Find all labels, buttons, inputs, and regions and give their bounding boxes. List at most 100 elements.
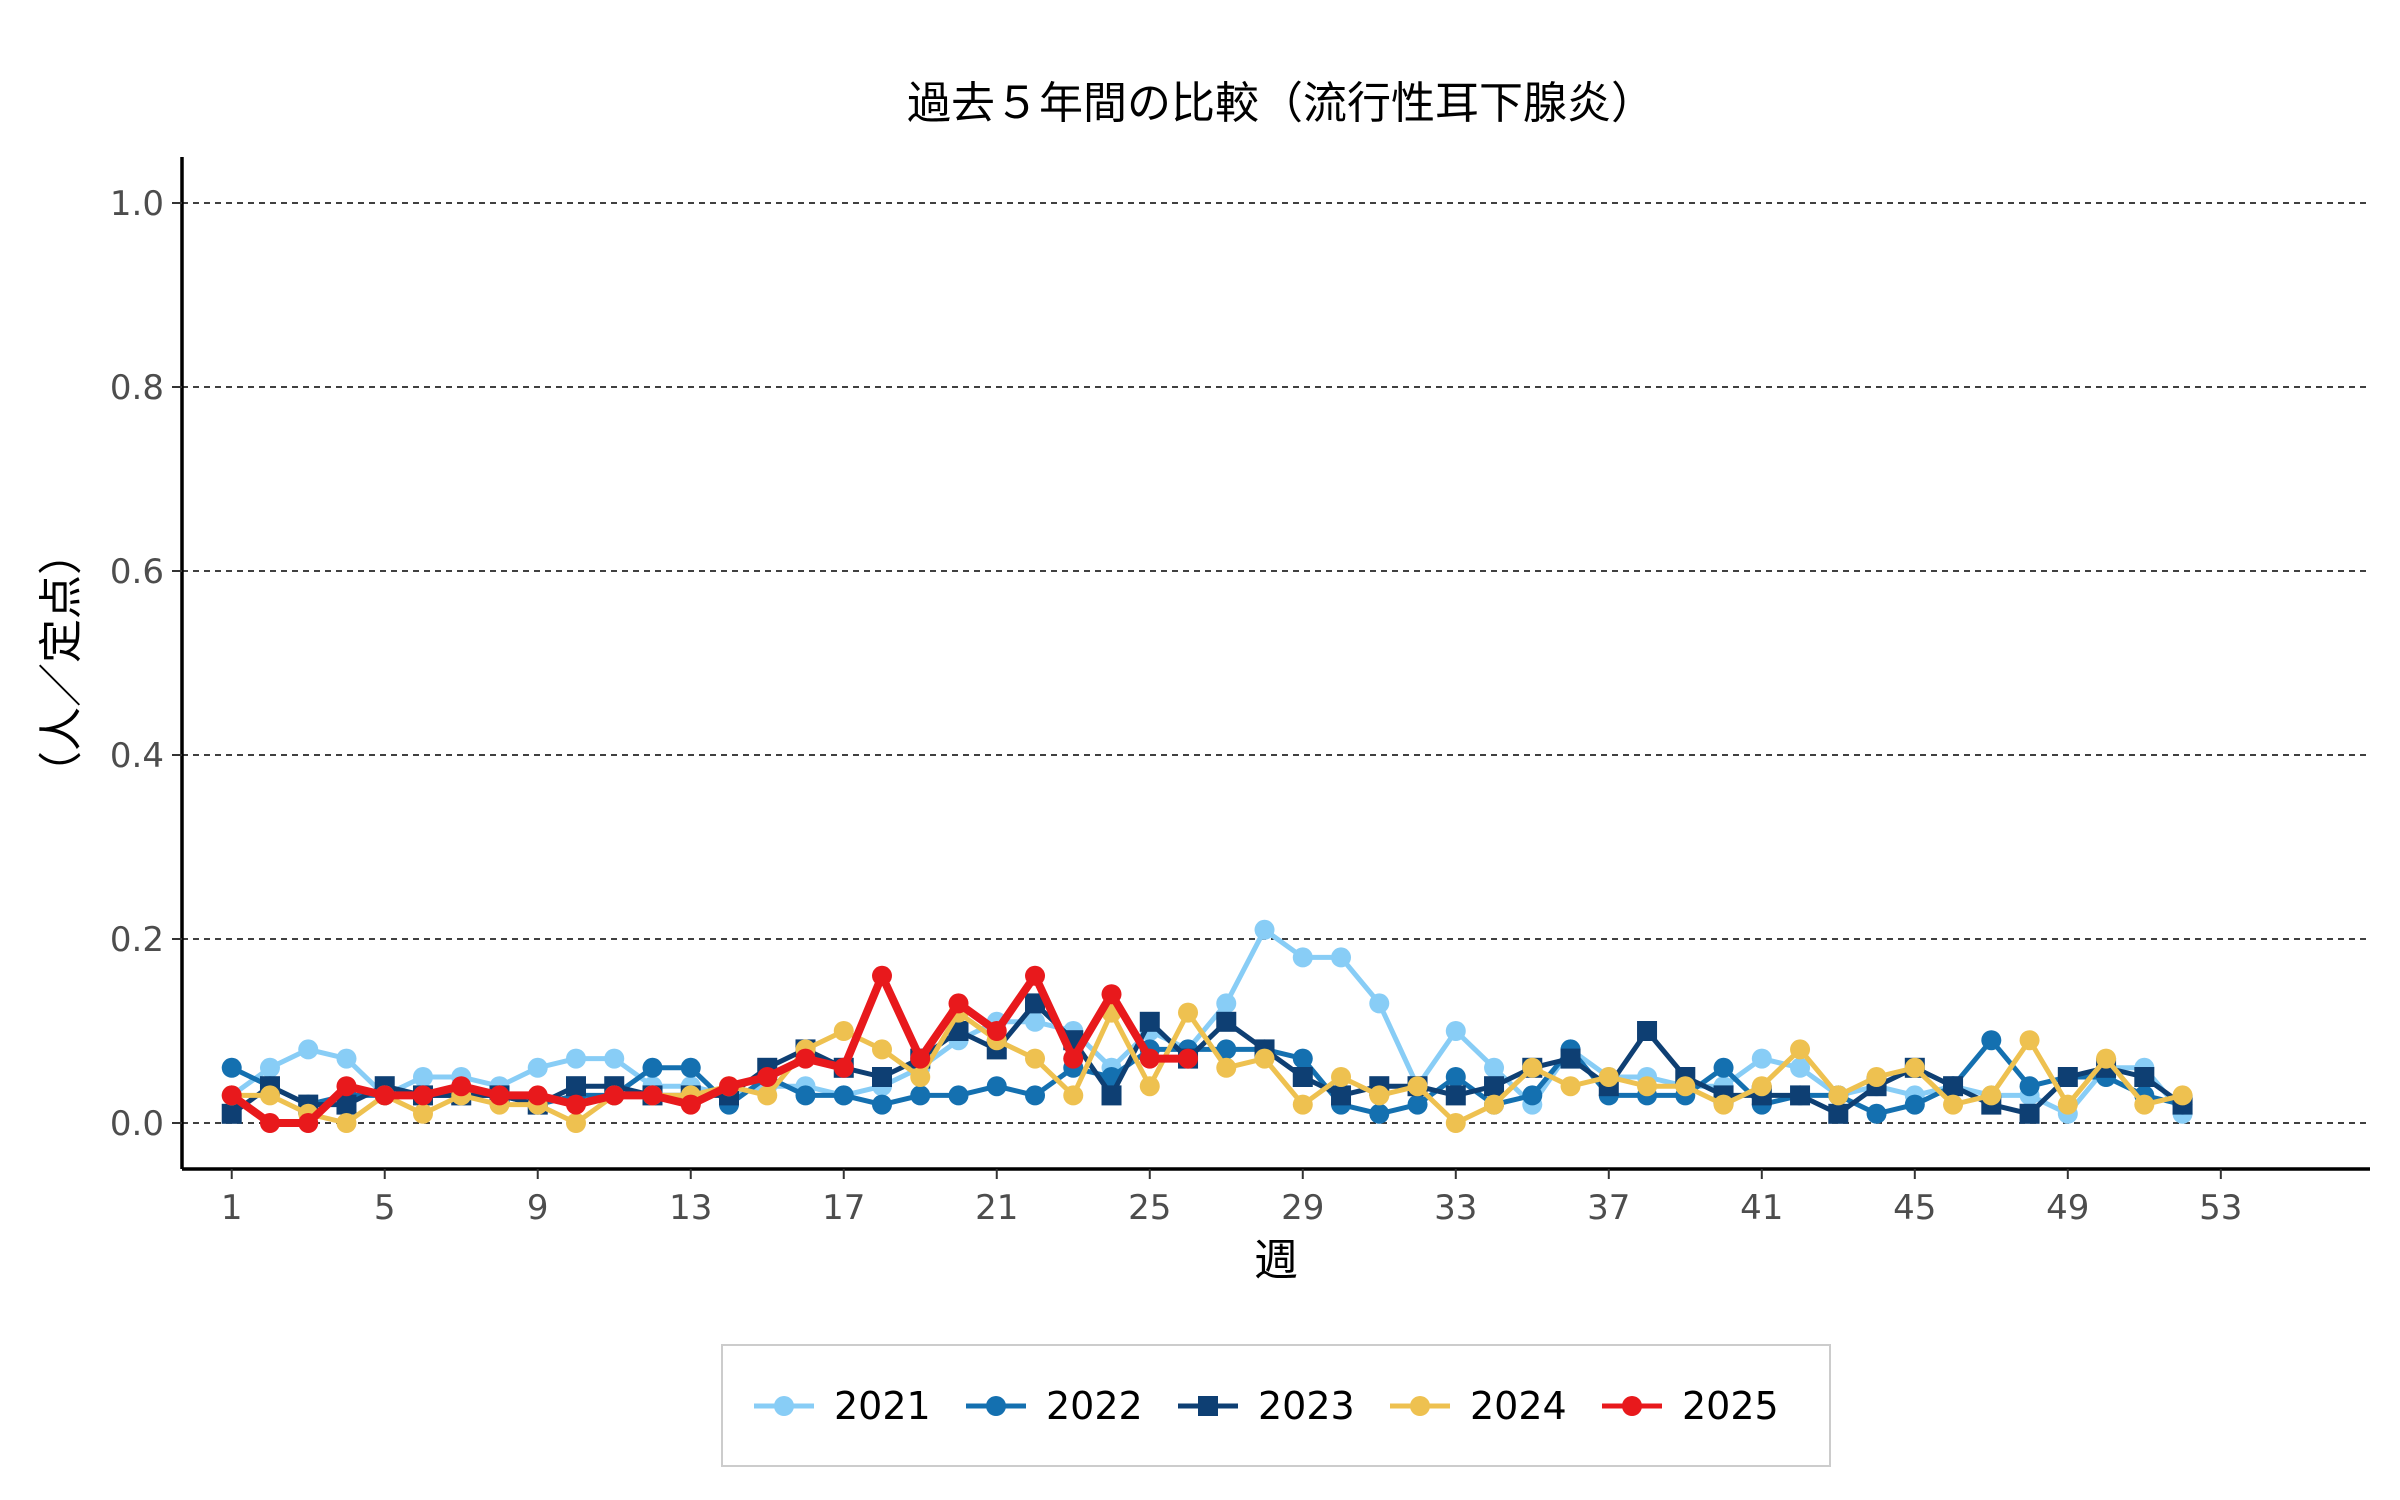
data-point [1369, 1103, 1390, 1124]
data-point [565, 1113, 586, 1133]
data-point [1216, 993, 1237, 1014]
x-tick-label: 49 [2046, 1188, 2089, 1228]
data-point [1254, 919, 1275, 940]
data-point [1178, 1002, 1199, 1023]
data-point [221, 1085, 242, 1106]
data-point [565, 1048, 586, 1069]
data-point [221, 1103, 242, 1124]
data-point [1522, 1057, 1543, 1078]
data-point [1025, 993, 1046, 1014]
data-point [1445, 1067, 1466, 1087]
gridlines [182, 202, 2370, 1124]
data-point [336, 1113, 357, 1133]
legend-label: 2023 [1258, 1384, 1355, 1428]
legend-label: 2025 [1682, 1384, 1779, 1428]
legend-item-2025: 2025 [1602, 1384, 1779, 1428]
series-2024 [221, 1002, 2193, 1133]
data-point [2134, 1067, 2155, 1087]
data-point [1981, 1085, 2002, 1106]
data-point [527, 1057, 548, 1078]
data-point [565, 1076, 586, 1097]
data-point [1598, 1067, 1619, 1087]
data-point [1139, 1048, 1160, 1069]
data-point [872, 1067, 893, 1087]
data-point [1445, 1113, 1466, 1133]
data-point [2057, 1067, 2078, 1087]
legend-label: 2024 [1470, 1384, 1567, 1428]
data-point [795, 1048, 816, 1069]
data-point [1484, 1076, 1505, 1097]
data-point [1713, 1057, 1734, 1078]
x-tick-label: 33 [1434, 1188, 1477, 1228]
data-point [948, 1085, 969, 1106]
data-point [604, 1085, 625, 1106]
data-point [1790, 1085, 1811, 1106]
data-point [565, 1094, 586, 1115]
data-point [2019, 1030, 2040, 1051]
data-point [1484, 1057, 1505, 1078]
data-point [680, 1094, 701, 1115]
data-point [1025, 965, 1046, 986]
legend: 2021 2022 2023 2024 2025 [721, 1344, 1831, 1467]
series [221, 919, 2193, 1133]
x-tick-label: 29 [1281, 1188, 1324, 1228]
y-tick-label: 1.0 [110, 184, 164, 224]
data-point [1943, 1076, 1964, 1097]
x-tick-label: 13 [669, 1188, 712, 1228]
data-point [1943, 1094, 1964, 1115]
data-point [1101, 1085, 1122, 1106]
data-point [2019, 1103, 2040, 1124]
data-point [1063, 1048, 1084, 1069]
chart-title: 過去５年間の比較（流行性耳下腺炎） [907, 78, 1655, 129]
ticks: 0.0 0.2 0.4 0.6 0.8 1.0 1 5 9 13 17 21 25 29 33 37 41 45 4… [110, 184, 2243, 1228]
data-point [1292, 1048, 1313, 1069]
data-point [1407, 1094, 1428, 1115]
data-point [2019, 1076, 2040, 1097]
x-tick-label: 5 [374, 1188, 396, 1228]
axes [180, 157, 2370, 1171]
data-point [374, 1085, 395, 1106]
data-point [527, 1085, 548, 1106]
data-point [451, 1076, 472, 1097]
data-point [1216, 1039, 1237, 1060]
data-point [910, 1085, 931, 1106]
data-point [1445, 1085, 1466, 1106]
data-point [1063, 1085, 1084, 1106]
data-point [642, 1085, 663, 1106]
x-tick-label: 1 [221, 1188, 243, 1228]
legend-item-2021: 2021 [754, 1384, 931, 1428]
data-point [604, 1048, 625, 1069]
data-point [1292, 1094, 1313, 1115]
data-point [1292, 1067, 1313, 1087]
y-tick-label: 0.8 [110, 368, 164, 408]
legend-swatch-marker [1622, 1396, 1642, 1416]
data-point [259, 1113, 280, 1133]
data-point [1560, 1076, 1581, 1097]
data-point [336, 1048, 357, 1069]
y-tick-label: 0.6 [110, 552, 164, 592]
data-point [1751, 1048, 1772, 1069]
y-tick-label: 0.2 [110, 920, 164, 960]
data-point [872, 965, 893, 986]
data-point [1292, 947, 1313, 968]
data-point [1178, 1048, 1199, 1069]
data-point [1407, 1076, 1428, 1097]
legend-swatch-marker [986, 1396, 1006, 1416]
data-point [910, 1067, 931, 1087]
y-axis-title: （人／定点） [36, 531, 87, 795]
data-point [489, 1085, 510, 1106]
data-point [298, 1113, 319, 1133]
data-point [719, 1076, 739, 1097]
data-point [412, 1103, 433, 1124]
data-point [412, 1067, 433, 1087]
data-point [910, 1048, 931, 1069]
data-point [872, 1039, 893, 1060]
data-point [1828, 1103, 1849, 1124]
data-point [221, 1057, 242, 1078]
series-line-2024 [229, 1010, 2186, 1126]
data-point [1101, 984, 1122, 1005]
data-point [1828, 1085, 1849, 1106]
data-point [1484, 1094, 1505, 1115]
data-point [1139, 1076, 1160, 1097]
data-point [1254, 1048, 1275, 1069]
